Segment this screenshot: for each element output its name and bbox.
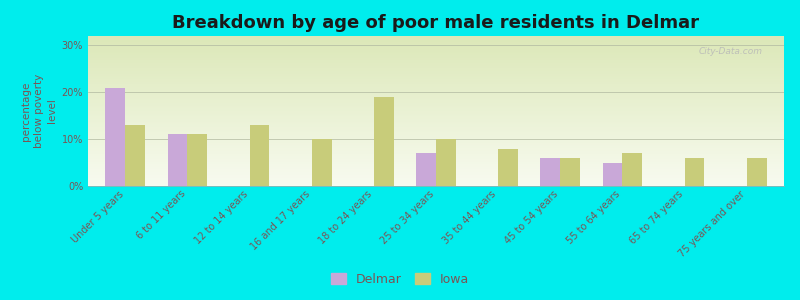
Bar [436, 139, 456, 186]
Bar [685, 158, 705, 186]
Bar [560, 158, 580, 186]
Legend: Delmar, Iowa: Delmar, Iowa [326, 268, 474, 291]
Bar [106, 88, 126, 186]
Bar [250, 125, 270, 186]
Text: City-Data.com: City-Data.com [699, 46, 763, 56]
Bar [126, 125, 145, 186]
Y-axis label: percentage
below poverty
level: percentage below poverty level [21, 74, 58, 148]
Bar [374, 97, 394, 186]
Bar [167, 134, 187, 186]
Bar [498, 148, 518, 186]
Title: Breakdown by age of poor male residents in Delmar: Breakdown by age of poor male residents … [173, 14, 699, 32]
Bar [746, 158, 766, 186]
Bar [416, 153, 436, 186]
Bar [602, 163, 622, 186]
Bar [541, 158, 560, 186]
Bar [622, 153, 642, 186]
Bar [312, 139, 332, 186]
Bar [187, 134, 207, 186]
